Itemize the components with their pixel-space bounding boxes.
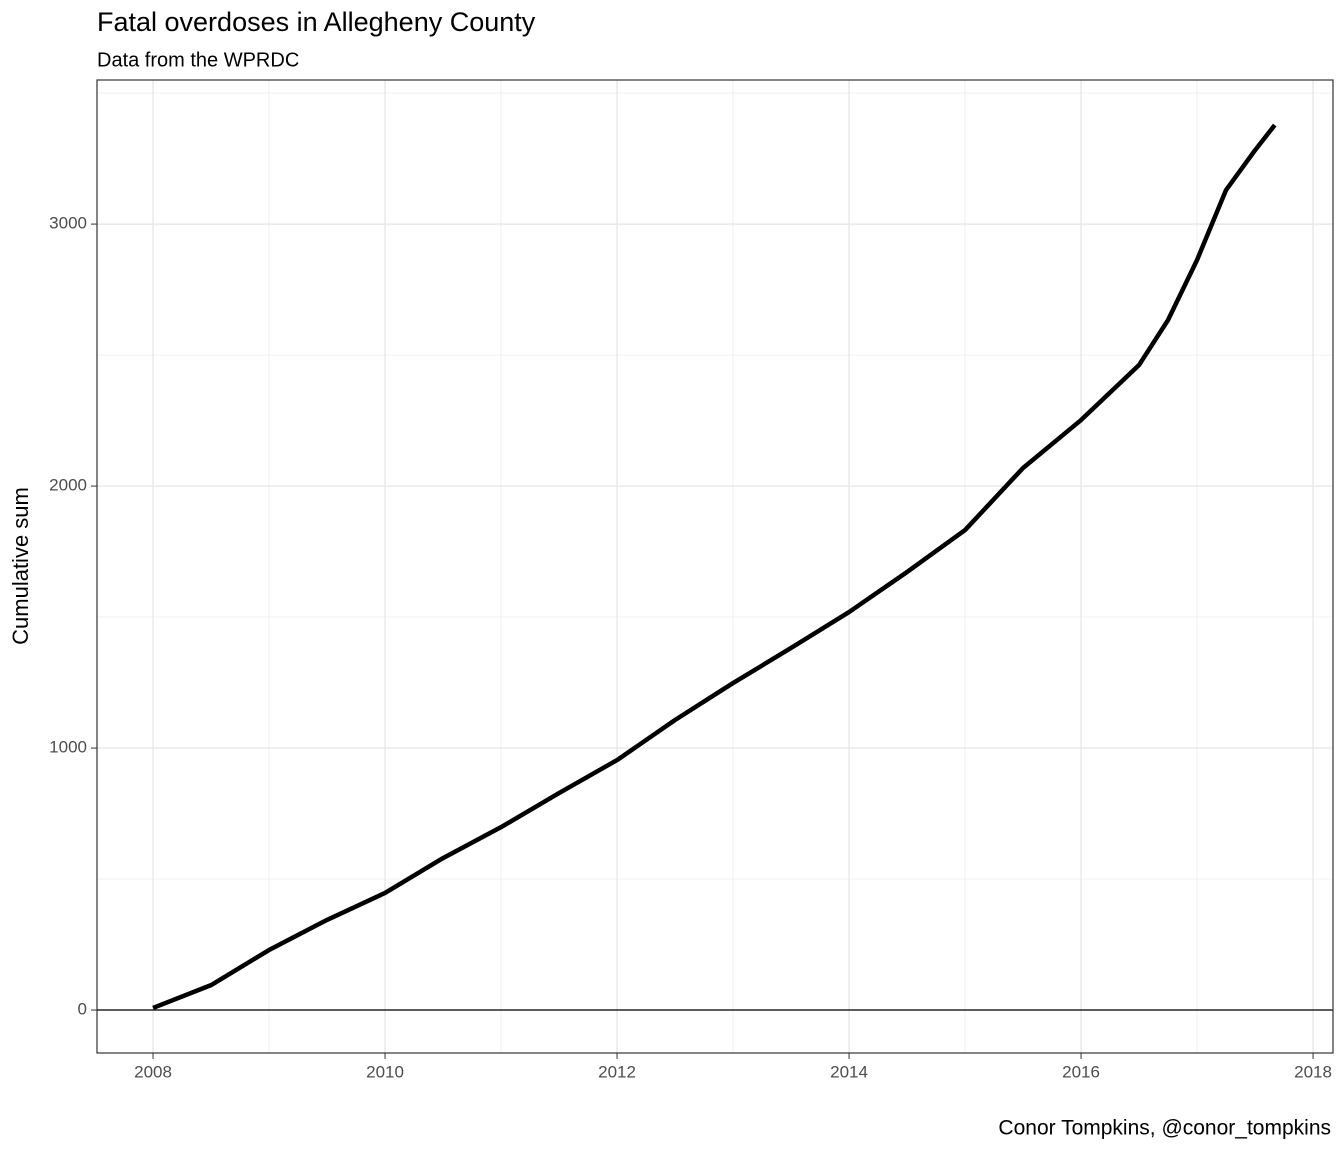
y-axis-label: Cumulative sum	[8, 487, 33, 645]
x-tick-label: 2010	[366, 1062, 404, 1081]
caption: Conor Tompkins, @conor_tompkins	[998, 1117, 1331, 1140]
data-line	[152, 123, 1277, 1011]
x-tick-label: 2016	[1062, 1062, 1100, 1081]
x-tick-label: 2008	[134, 1062, 172, 1081]
x-tick-label: 2014	[830, 1062, 868, 1081]
y-tick-label: 1000	[49, 738, 87, 757]
chart-title: Fatal overdoses in Allegheny County	[97, 7, 536, 37]
y-tick-label: 3000	[49, 214, 87, 233]
x-tick-label: 2012	[598, 1062, 636, 1081]
plot-border	[96, 79, 1334, 1054]
y-tick-label: 0	[78, 1000, 87, 1019]
x-tick-label: 2018	[1294, 1062, 1332, 1081]
chart-subtitle: Data from the WPRDC	[97, 49, 299, 71]
y-tick-label: 2000	[49, 476, 87, 495]
